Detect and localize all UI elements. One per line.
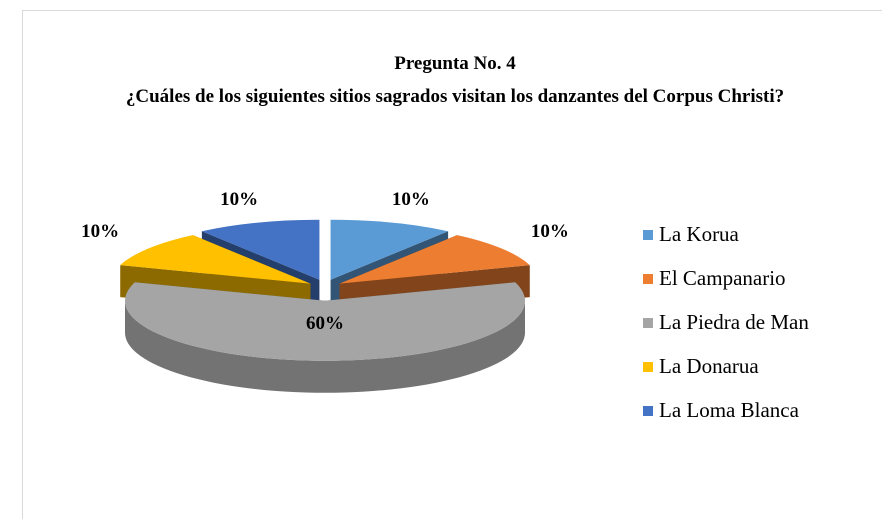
legend-swatch [643, 318, 653, 328]
legend-label: La Piedra de Man [659, 310, 809, 334]
legend-swatch [643, 230, 653, 240]
legend-label: La Donarua [659, 354, 759, 378]
slice [120, 235, 311, 284]
data-label: 10% [531, 221, 569, 242]
legend-swatch [643, 362, 653, 372]
slice-side [125, 300, 525, 393]
data-label: 60% [306, 313, 344, 334]
chart-subtitle: ¿Cuáles de los siguientes sitios sagrado… [125, 86, 785, 107]
legend-label: La Loma Blanca [659, 398, 800, 422]
data-label: 10% [392, 189, 430, 210]
legend-label: El Campanario [659, 266, 786, 290]
chart-title: Pregunta No. 4 [394, 53, 516, 74]
slice [124, 282, 525, 361]
slice [330, 219, 449, 280]
data-label: 10% [81, 221, 119, 242]
data-label: 10% [220, 189, 258, 210]
legend-label: La Korua [659, 222, 740, 246]
slice [201, 219, 320, 280]
legend-swatch [643, 406, 653, 416]
legend-swatch [643, 274, 653, 284]
chart-border [22, 10, 882, 519]
slice [339, 235, 530, 284]
